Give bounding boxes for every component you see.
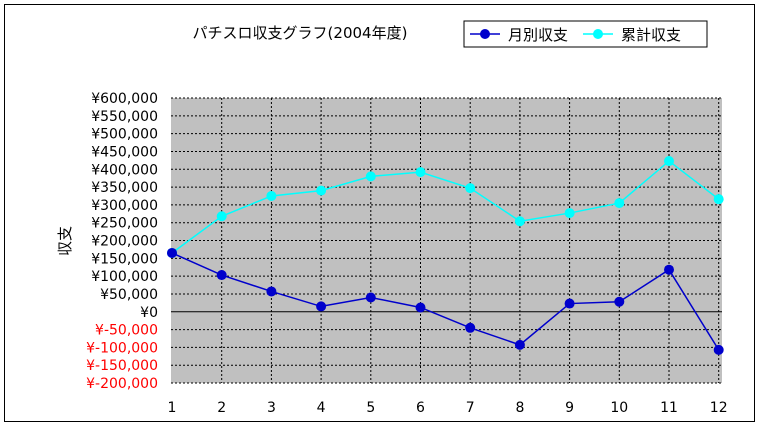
- data-point: [465, 183, 476, 194]
- data-point: [514, 216, 525, 227]
- data-point: [614, 198, 625, 209]
- data-point: [713, 344, 724, 355]
- data-point: [316, 301, 327, 312]
- x-tick-label: 12: [710, 400, 728, 416]
- data-point: [415, 302, 426, 313]
- legend-label: 累計収支: [621, 26, 681, 44]
- x-tick-label: 11: [660, 400, 678, 416]
- y-tick-label: ¥-50,000: [95, 323, 158, 339]
- y-tick-label: ¥-200,000: [86, 376, 158, 392]
- data-point: [614, 296, 625, 307]
- data-point: [216, 211, 227, 222]
- chart-title: パチスロ収支グラフ(2004年度): [193, 24, 408, 42]
- data-point: [316, 185, 327, 196]
- series-layer: [167, 156, 724, 355]
- x-tick-label: 8: [515, 400, 524, 416]
- y-tick-label: ¥600,000: [91, 91, 158, 107]
- y-tick-label: ¥0: [140, 305, 158, 321]
- plot-area: [171, 98, 722, 383]
- data-point: [465, 322, 476, 333]
- x-tick-label: 5: [366, 400, 375, 416]
- y-tick-label: ¥350,000: [91, 180, 158, 196]
- y-tick-label: ¥-150,000: [86, 358, 158, 374]
- y-tick-label: ¥100,000: [91, 269, 158, 285]
- y-tick-label: ¥200,000: [91, 234, 158, 250]
- y-tick-label: ¥250,000: [91, 216, 158, 232]
- y-tick-label: ¥400,000: [91, 162, 158, 178]
- y-tick-label: ¥50,000: [100, 287, 158, 303]
- x-tick-label: 2: [217, 400, 226, 416]
- legend-swatch-marker: [593, 29, 603, 39]
- legend-label: 月別収支: [508, 26, 568, 44]
- data-point: [167, 247, 177, 258]
- series-line: [171, 160, 720, 254]
- x-tick-label: 7: [466, 400, 475, 416]
- data-point: [415, 167, 426, 178]
- data-point: [713, 194, 724, 205]
- data-point: [216, 270, 227, 281]
- y-tick-label: ¥500,000: [91, 127, 158, 143]
- x-tick-label: 4: [317, 400, 326, 416]
- legend-swatch-marker: [480, 29, 490, 39]
- data-point: [365, 171, 376, 182]
- y-tick-label: ¥150,000: [91, 251, 158, 267]
- x-tick-label: 1: [168, 400, 177, 416]
- x-tick-label: 9: [565, 400, 574, 416]
- x-axis-tick-labels: 1 2 3 4 5 6 7 8 9 10 11 12: [168, 400, 728, 416]
- x-tick-label: 6: [416, 400, 425, 416]
- data-point: [564, 298, 575, 309]
- y-tick-label: ¥450,000: [91, 144, 158, 160]
- y-axis-label: 収支: [56, 226, 74, 256]
- data-point: [266, 286, 277, 297]
- x-tick-label: 10: [610, 400, 628, 416]
- legend: 月別収支 累計収支: [463, 20, 708, 48]
- data-point: [365, 292, 376, 303]
- gridlines: [171, 97, 722, 384]
- y-tick-label: ¥550,000: [91, 109, 158, 125]
- series-line: [171, 252, 720, 351]
- data-point: [564, 208, 575, 219]
- y-tick-label: ¥-100,000: [86, 340, 158, 356]
- data-point: [664, 156, 674, 167]
- y-tick-label: ¥300,000: [91, 198, 158, 214]
- data-point: [514, 339, 525, 350]
- y-axis-tick-labels: ¥600,000 ¥550,000 ¥500,000¥450,000 ¥400,000…: [86, 91, 158, 392]
- x-tick-label: 3: [267, 400, 276, 416]
- data-point: [664, 264, 674, 275]
- data-point: [266, 190, 277, 201]
